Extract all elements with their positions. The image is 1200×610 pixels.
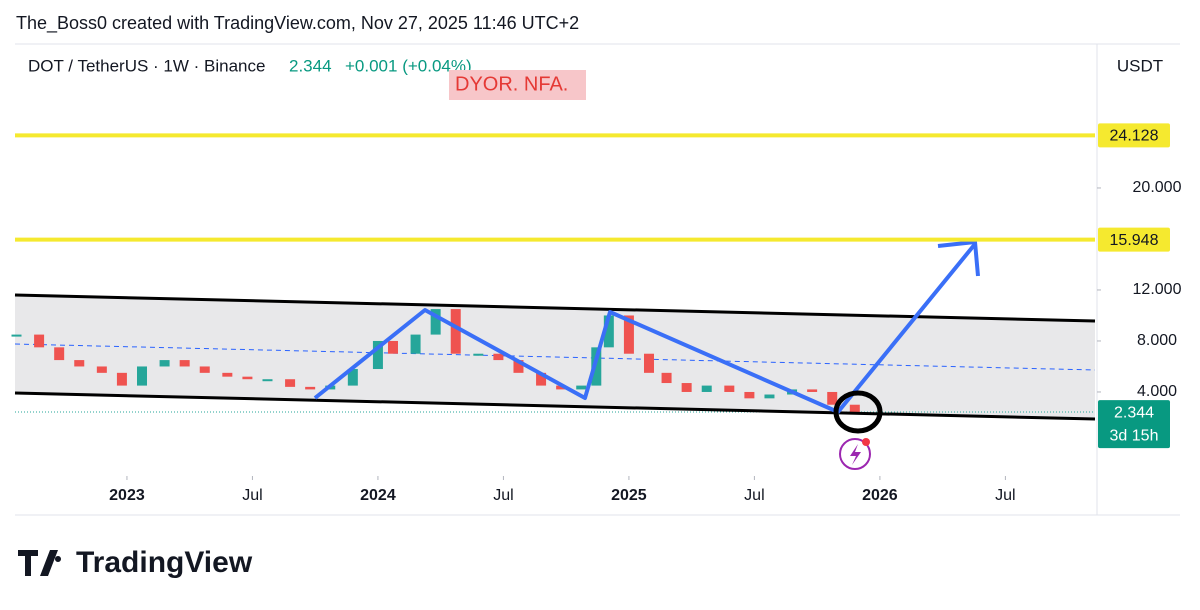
- candle: [724, 385, 735, 392]
- candle: [681, 383, 692, 392]
- x-tick-label: 2025: [611, 487, 647, 504]
- candle: [305, 386, 316, 390]
- y-tick-label: 4.000: [1137, 383, 1177, 400]
- candle: [179, 360, 190, 367]
- candle: [285, 379, 296, 387]
- event-bolt: [850, 444, 861, 465]
- candle: [701, 385, 712, 392]
- candle: [430, 309, 441, 335]
- event-dot: [862, 438, 870, 446]
- candle: [74, 360, 85, 367]
- candle: [34, 334, 45, 348]
- header-change: +0.001 (+0.04%): [345, 56, 472, 75]
- candle: [807, 389, 818, 392]
- trend-path: [313, 242, 977, 414]
- note: DYOR. NFA.: [455, 73, 568, 95]
- level-label: 15.948: [1110, 232, 1159, 249]
- candle: [116, 372, 127, 386]
- x-tick-label: Jul: [493, 487, 513, 504]
- credit: The_Boss0 created with TradingView.com, …: [16, 13, 579, 34]
- header-price: 2.344: [289, 56, 332, 75]
- level-label: 24.128: [1110, 128, 1159, 145]
- y-tick-label: 12.000: [1133, 281, 1182, 298]
- x-tick-label: 2026: [862, 487, 898, 504]
- candle: [661, 372, 672, 384]
- candle: [623, 315, 634, 354]
- price-label-bg: [1098, 400, 1170, 449]
- channel-bottom: [14, 391, 1096, 421]
- candle: [199, 366, 210, 373]
- y-tick-label: 20.000: [1133, 179, 1182, 196]
- x-tick-label: Jul: [242, 487, 262, 504]
- plot: [11, 295, 1096, 419]
- x-tick-label: Jul: [744, 487, 764, 504]
- candle: [764, 394, 775, 399]
- brand-logo: [18, 550, 62, 576]
- candle: [262, 379, 273, 382]
- candle: [372, 340, 383, 370]
- candle: [473, 353, 484, 356]
- candle: [96, 366, 107, 373]
- symbol: DOT / TetherUS · 1W · Binance: [28, 56, 265, 75]
- candle: [450, 309, 461, 354]
- candle: [11, 334, 22, 337]
- x-tick-label: 2024: [360, 487, 396, 504]
- brand: TradingView: [76, 546, 253, 579]
- candle: [827, 391, 838, 405]
- candle: [347, 369, 358, 386]
- level-label-bg: [1098, 123, 1170, 148]
- candle: [536, 372, 547, 386]
- level-label-bg: [1098, 227, 1170, 252]
- currency: USDT: [1117, 56, 1163, 75]
- note-bg: [449, 70, 586, 100]
- countdown: 3d 15h: [1110, 427, 1159, 444]
- channel-mid: [14, 343, 1096, 371]
- price-label: 2.344: [1114, 404, 1154, 421]
- candle: [513, 360, 524, 373]
- candle: [136, 366, 147, 386]
- y-tick-label: 8.000: [1137, 332, 1177, 349]
- x-tick-label: Jul: [995, 487, 1015, 504]
- candle: [744, 391, 755, 399]
- candle: [643, 353, 654, 373]
- candle: [849, 404, 860, 414]
- circle-mark: [833, 390, 883, 434]
- candle: [54, 347, 65, 361]
- candle: [410, 334, 421, 354]
- drawings: [14, 133, 1096, 470]
- candle: [159, 360, 170, 367]
- candle: [556, 385, 567, 390]
- x-tick-label: 2023: [109, 487, 145, 504]
- candle: [591, 347, 602, 386]
- arrow-head: [937, 240, 980, 277]
- candle: [493, 353, 504, 361]
- candle: [603, 315, 614, 348]
- candle: [242, 376, 253, 380]
- candle: [387, 340, 398, 354]
- candle: [222, 372, 233, 377]
- candle: [576, 385, 587, 390]
